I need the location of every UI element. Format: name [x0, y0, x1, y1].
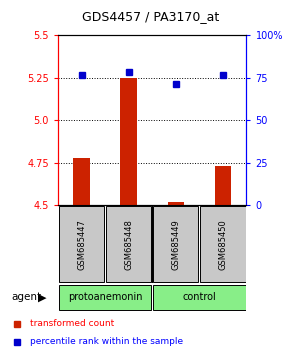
Text: ▶: ▶ — [38, 292, 46, 302]
Bar — [120, 78, 137, 205]
Bar — [200, 206, 246, 282]
Bar — [106, 206, 151, 282]
Bar — [59, 206, 104, 282]
Text: transformed count: transformed count — [30, 319, 115, 329]
Bar — [168, 202, 184, 205]
Text: GSM685447: GSM685447 — [77, 219, 86, 270]
Bar — [73, 158, 90, 205]
Text: GSM685449: GSM685449 — [171, 219, 180, 270]
Text: protoanemonin: protoanemonin — [68, 292, 142, 302]
Text: GSM685448: GSM685448 — [124, 219, 133, 270]
Text: GDS4457 / PA3170_at: GDS4457 / PA3170_at — [82, 10, 220, 23]
Text: control: control — [182, 292, 216, 302]
Text: GSM685450: GSM685450 — [218, 219, 227, 270]
Bar — [215, 166, 231, 205]
Text: percentile rank within the sample: percentile rank within the sample — [30, 337, 183, 346]
Bar — [59, 285, 151, 310]
Bar — [153, 206, 198, 282]
Bar — [153, 285, 246, 310]
Text: agent: agent — [12, 292, 42, 302]
